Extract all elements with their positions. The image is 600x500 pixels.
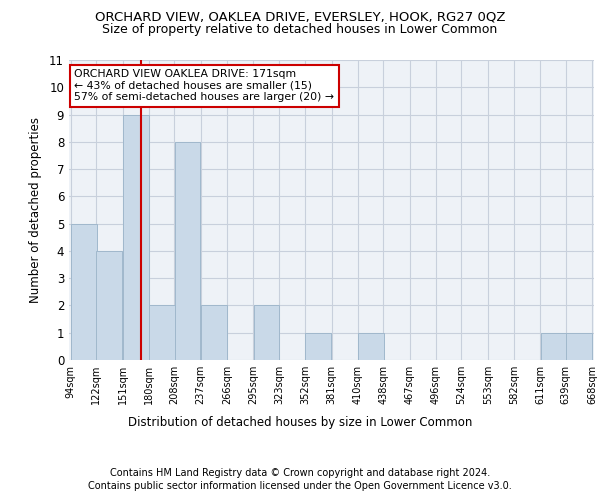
Bar bbox=[254, 306, 280, 360]
Bar bbox=[71, 224, 97, 360]
Bar bbox=[541, 332, 566, 360]
Bar bbox=[175, 142, 200, 360]
Text: ORCHARD VIEW, OAKLEA DRIVE, EVERSLEY, HOOK, RG27 0QZ: ORCHARD VIEW, OAKLEA DRIVE, EVERSLEY, HO… bbox=[95, 11, 505, 24]
Text: Distribution of detached houses by size in Lower Common: Distribution of detached houses by size … bbox=[128, 416, 472, 429]
Bar bbox=[305, 332, 331, 360]
Bar bbox=[123, 114, 149, 360]
Bar bbox=[97, 251, 122, 360]
Text: ORCHARD VIEW OAKLEA DRIVE: 171sqm
← 43% of detached houses are smaller (15)
57% : ORCHARD VIEW OAKLEA DRIVE: 171sqm ← 43% … bbox=[74, 69, 334, 102]
Text: Contains HM Land Registry data © Crown copyright and database right 2024.: Contains HM Land Registry data © Crown c… bbox=[110, 468, 490, 477]
Text: Size of property relative to detached houses in Lower Common: Size of property relative to detached ho… bbox=[103, 24, 497, 36]
Bar bbox=[566, 332, 592, 360]
Y-axis label: Number of detached properties: Number of detached properties bbox=[29, 117, 42, 303]
Bar bbox=[358, 332, 384, 360]
Bar bbox=[201, 306, 227, 360]
Text: Contains public sector information licensed under the Open Government Licence v3: Contains public sector information licen… bbox=[88, 481, 512, 491]
Bar bbox=[149, 306, 175, 360]
